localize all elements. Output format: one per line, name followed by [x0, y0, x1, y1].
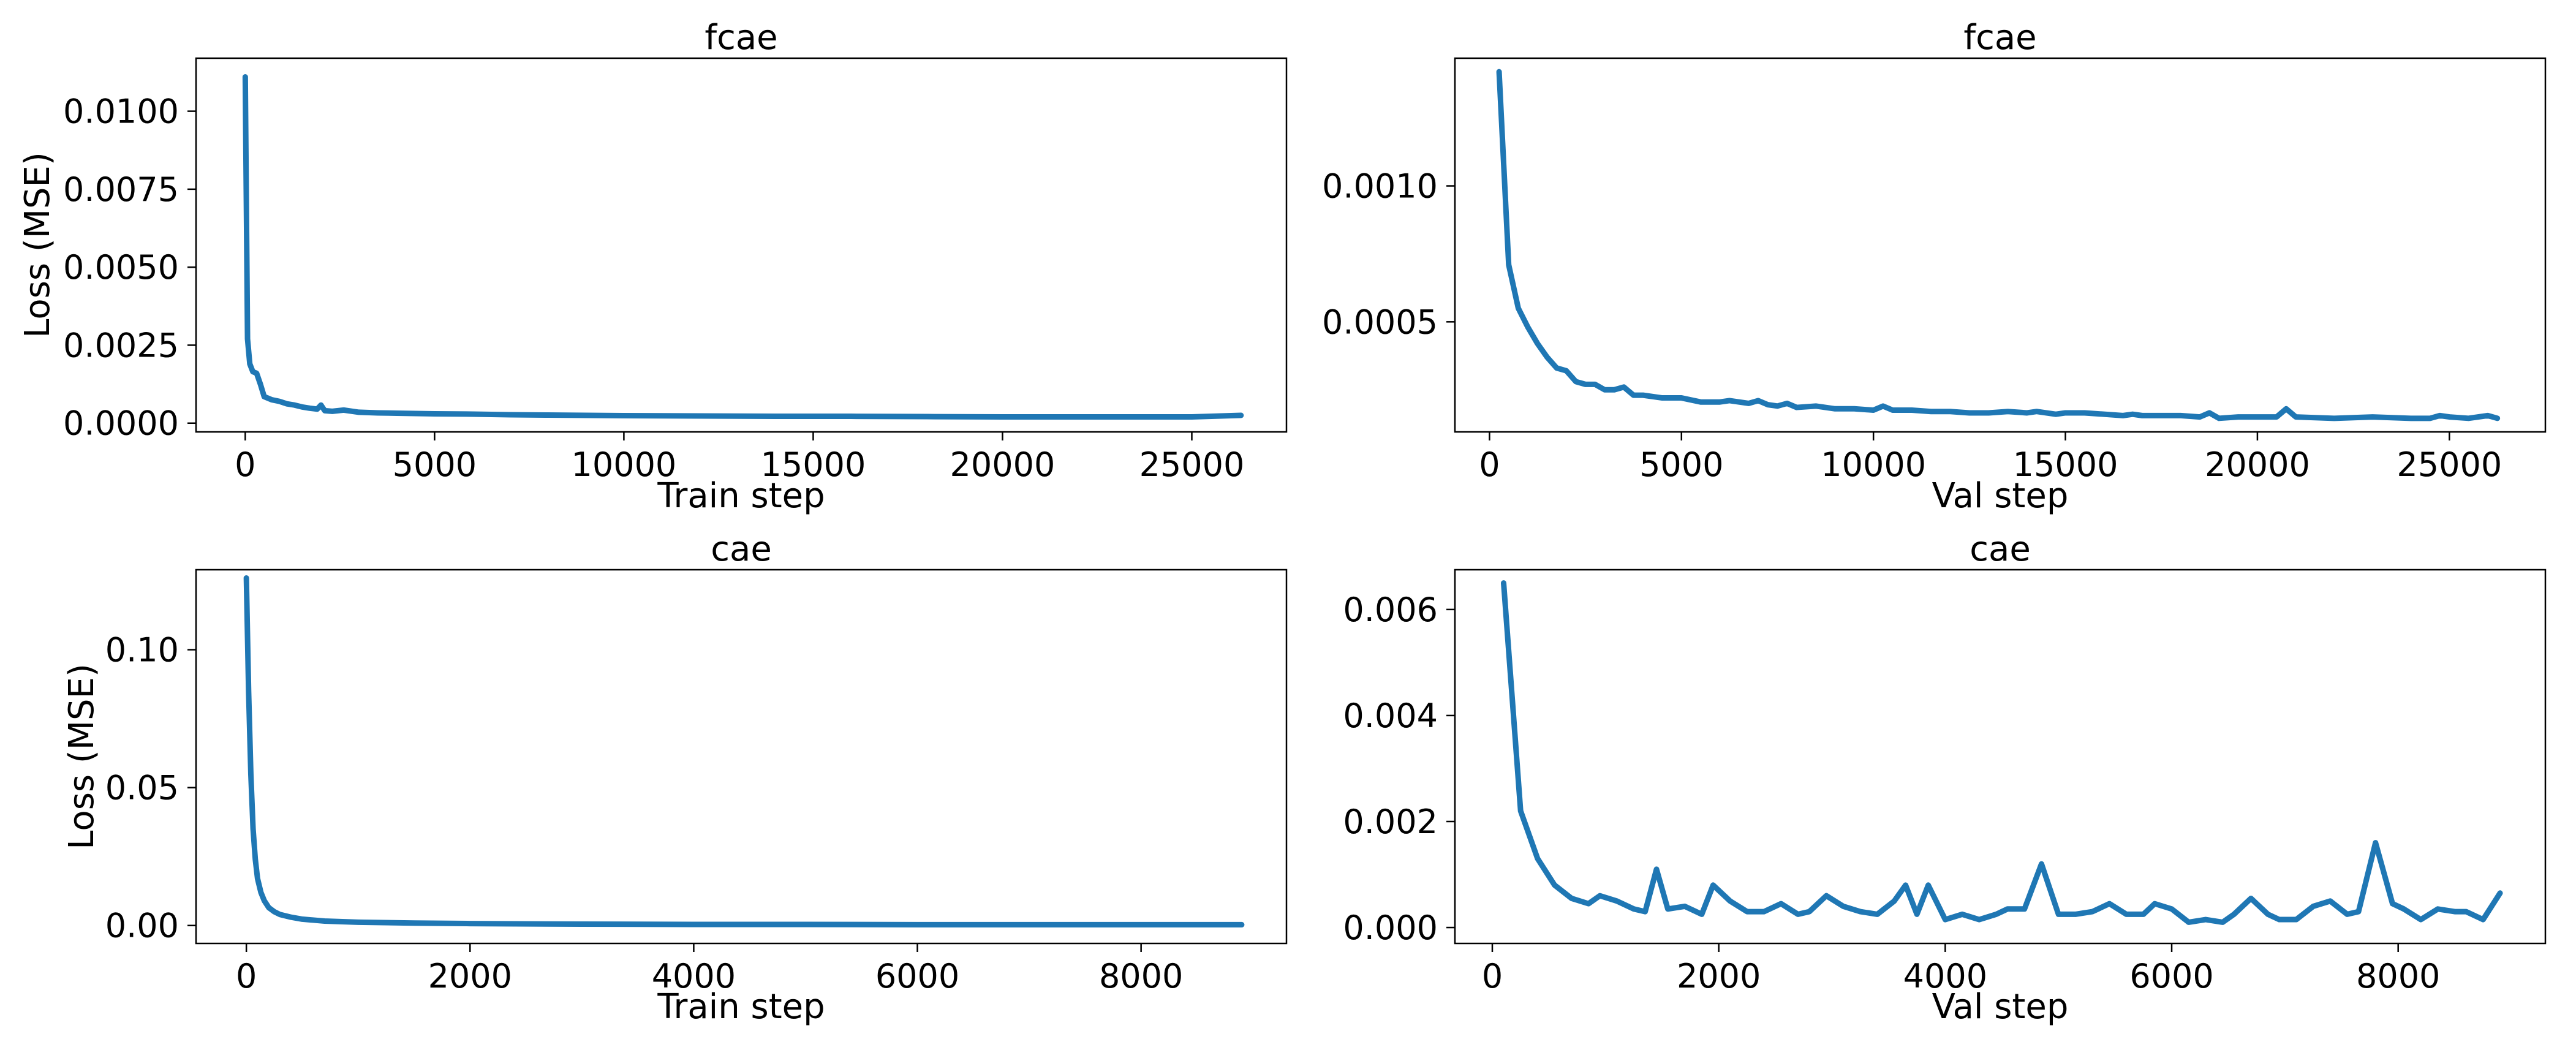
subplot-cae-val: cae Val step 0 2000 4000 6000 8000 0.000 0.002…: [1343, 529, 2547, 1027]
x-tick-label: 0: [236, 957, 257, 996]
x-axis-label: Train step: [657, 476, 825, 516]
axes-frame: [1454, 57, 2547, 433]
axes-frame: [1454, 569, 2547, 945]
x-tick-label: 2000: [1677, 957, 1761, 996]
subplot-cae-train: cae Train step Loss (MSE) 0 2000 4000 6000 8…: [62, 529, 1288, 1027]
x-tick-label: 5000: [1639, 445, 1723, 484]
x-axis-label: Val step: [1932, 987, 2069, 1027]
y-tick-label: 0.004: [1343, 697, 1438, 735]
y-axis-label: Loss (MSE): [62, 663, 102, 850]
x-tick-label: 20000: [950, 445, 1056, 484]
y-tick-label: 0.002: [1343, 803, 1438, 841]
x-tick-label: 6000: [875, 957, 959, 996]
y-tick-label: 0.0025: [63, 326, 179, 365]
y-tick-label: 0.000: [1343, 909, 1438, 947]
y-tick-label: 0.05: [105, 769, 179, 807]
x-tick-label: 8000: [1099, 957, 1183, 996]
x-tick-label: 0: [235, 445, 255, 484]
y-tick-label: 0.0050: [63, 248, 179, 287]
y-tick-label: 0.10: [105, 631, 179, 670]
y-tick-label: 0.0010: [1322, 167, 1438, 206]
x-axis-label: Val step: [1932, 476, 2069, 516]
axes-frame: [195, 57, 1288, 433]
y-tick-label: 0.0000: [63, 404, 179, 443]
y-tick-label: 0.00: [105, 907, 179, 945]
x-tick-label: 2000: [428, 957, 512, 996]
x-tick-label: 10000: [572, 445, 677, 484]
x-tick-label: 8000: [2356, 957, 2440, 996]
subplot-title: cae: [1970, 529, 2031, 569]
y-tick-label: 0.0075: [63, 170, 179, 209]
subplot-title: fcae: [704, 18, 777, 58]
y-axis-label: Loss (MSE): [18, 152, 58, 338]
series-line: [1496, 69, 2501, 421]
x-tick-label: 4000: [652, 957, 736, 996]
subplot-fcae-train: fcae Train step Loss (MSE) 0 5000 10000 150…: [18, 18, 1288, 516]
axes-frame: [195, 569, 1288, 945]
x-tick-label: 0: [1479, 445, 1500, 484]
series-line: [243, 575, 1245, 928]
x-tick-label: 0: [1482, 957, 1503, 996]
x-tick-label: 6000: [2129, 957, 2213, 996]
x-tick-label: 15000: [2013, 445, 2118, 484]
x-tick-label: 15000: [761, 445, 866, 484]
x-tick-label: 4000: [1903, 957, 1987, 996]
x-axis-label: Train step: [657, 987, 825, 1027]
x-tick-label: 20000: [2205, 445, 2310, 484]
x-tick-label: 10000: [1821, 445, 1926, 484]
y-tick-label: 0.006: [1343, 591, 1438, 629]
subplot-title: cae: [711, 529, 772, 569]
subplot-title: fcae: [1963, 18, 2036, 58]
series-line: [242, 74, 1244, 420]
series-line: [1500, 580, 2503, 925]
subplot-fcae-val: fcae Val step 0 5000 10000 15000 20000 25000 0…: [1322, 18, 2547, 516]
x-tick-label: 25000: [2397, 445, 2502, 484]
y-tick-label: 0.0005: [1322, 303, 1438, 341]
x-tick-label: 5000: [393, 445, 477, 484]
y-tick-label: 0.0100: [63, 93, 179, 131]
x-tick-label: 25000: [1139, 445, 1245, 484]
